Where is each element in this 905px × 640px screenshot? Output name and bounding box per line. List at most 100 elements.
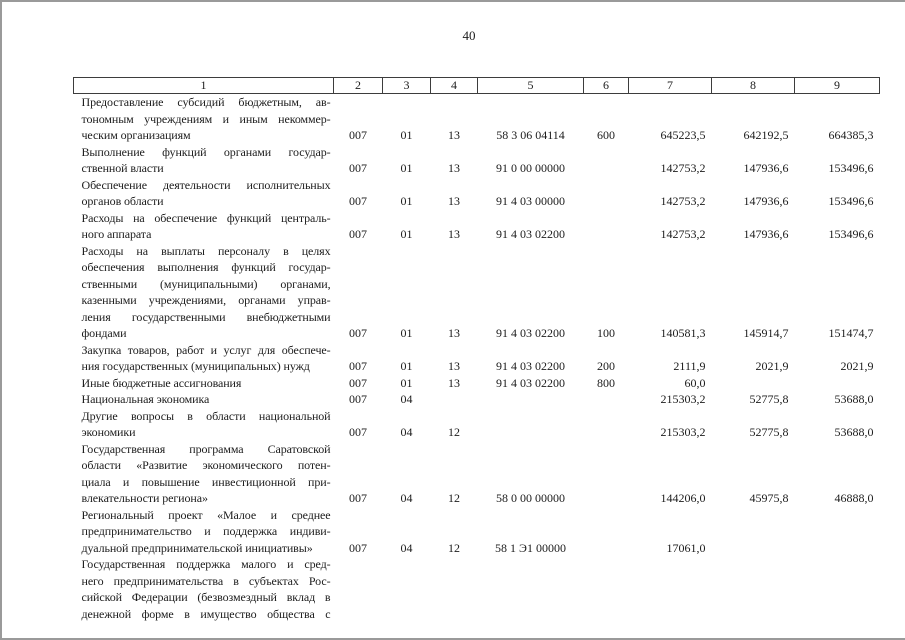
page-number: 40: [462, 28, 476, 43]
row-title-line: Обеспечение деятельности исполнительных: [81, 177, 331, 192]
row-title-cell: Государственная программа Саратовской обл…: [74, 441, 334, 507]
table-row: Иные бюджетные ассигнования 007 01 13 91 4 0…: [74, 375, 880, 392]
cell-col4: [431, 556, 478, 622]
row-title-cell: Закупка товаров, работ и услуг для обесп…: [74, 342, 334, 375]
cell-col7: 17061,0: [666, 540, 706, 555]
table-row: Государственная программа Саратовской обл…: [74, 441, 880, 507]
row-title-line: ственными (муниципальными) органами,: [81, 276, 331, 291]
row-title-cell: Иные бюджетные ассигнования: [74, 375, 334, 392]
row-title-line: казенными учреждениями, органами управ-: [81, 293, 331, 307]
cell-col8: 147936,6: [743, 161, 789, 175]
cell-col3: 01: [400, 359, 413, 373]
table-row: Региональный проект «Малое и среднее пред…: [74, 507, 880, 557]
cell-col5: 58 1 Э1 00000: [495, 540, 566, 555]
cell-col5: 58 0 00 00000: [496, 491, 565, 505]
cell-col2: 007: [349, 392, 367, 406]
row-title-line: денежной форме в имущество общества с: [81, 606, 331, 621]
cell-col9: [795, 556, 880, 622]
table-row: Расходы на выплаты персоналу в целях обес…: [74, 243, 880, 342]
cell-col5: 91 4 03 02200: [496, 375, 565, 390]
cell-col8: 52775,8: [749, 392, 789, 406]
header-col4: 4: [430, 77, 478, 94]
cell-col6: 200: [597, 359, 615, 373]
cell-col6: [584, 556, 629, 622]
cell-col5: 91 4 03 02200: [496, 326, 565, 340]
cell-col7: 142753,2: [660, 227, 706, 241]
row-title-line: Региональный проект «Малое и среднее: [81, 507, 331, 522]
cell-col3: 04: [400, 425, 413, 439]
cell-col3: 04: [400, 491, 413, 505]
cell-col8: 145914,7: [743, 326, 789, 340]
header-col5: 5: [477, 77, 584, 94]
cell-col5: 91 4 03 00000: [496, 194, 565, 208]
cell-col8: 147936,6: [743, 194, 789, 208]
cell-col8: 642192,5: [743, 128, 789, 142]
cell-col5: 91 4 03 02200: [496, 359, 565, 373]
header-col3: 3: [382, 77, 431, 94]
cell-col4: 13: [448, 161, 460, 175]
row-title-line: экономики: [81, 425, 136, 439]
row-title-cell: Обеспечение деятельности исполнительных о…: [74, 177, 334, 210]
table-row: Выполнение функций органами государ-стве…: [74, 144, 880, 177]
cell-col4: 13: [448, 326, 460, 340]
cell-col6: 600: [597, 128, 615, 142]
row-title-cell: Региональный проект «Малое и среднее пред…: [74, 507, 334, 557]
table-row: Предоставление субсидий бюджетным, ав-то…: [74, 94, 880, 144]
cell-col4: 12: [448, 540, 460, 555]
cell-col3: 01: [400, 161, 413, 175]
header-col2: 2: [333, 77, 383, 94]
cell-col8: 2021,9: [755, 359, 789, 373]
table-row: Расходы на обеспечение функций централь-…: [74, 210, 880, 243]
row-title-line: Другие вопросы в области национальной: [81, 408, 331, 423]
row-title-cell: Расходы на выплаты персоналу в целях обес…: [74, 243, 334, 342]
cell-col9: 53688,0: [834, 425, 874, 439]
table-header: 1 2 3 4 5 6 7 8 9: [73, 77, 880, 94]
row-title-line: Расходы на выплаты персоналу в целях: [81, 243, 331, 258]
cell-col2: 007: [349, 491, 367, 505]
row-title-line: Иные бюджетные ассигнования: [81, 375, 242, 390]
cell-col7: 142753,2: [660, 194, 706, 208]
cell-col2: 007: [349, 128, 367, 142]
cell-col9: 153496,6: [828, 161, 874, 175]
row-title-cell: Национальная экономика: [74, 391, 334, 408]
cell-col3: 01: [400, 375, 413, 390]
cell-col9: 151474,7: [828, 326, 874, 340]
row-title-line: дуальной предпринимательской инициативы»: [81, 540, 313, 555]
cell-col7: 215303,2: [660, 392, 706, 406]
row-title-line: ного аппарата: [81, 227, 152, 241]
cell-col9: 2021,9: [840, 359, 874, 373]
row-title-line: фондами: [81, 326, 127, 340]
cell-col9: 664385,3: [828, 128, 874, 142]
cell-col3: [383, 556, 431, 622]
row-title-cell: Другие вопросы в области национальной эко…: [74, 408, 334, 441]
cell-col4: 13: [448, 227, 460, 241]
table-row: Государственная поддержка малого и сред-…: [74, 556, 880, 622]
row-title-line: Закупка товаров, работ и услуг для обесп…: [81, 342, 331, 357]
cell-col6: 800: [597, 375, 615, 390]
row-title-line: органов области: [81, 194, 164, 208]
row-title-cell: Предоставление субсидий бюджетным, ав-то…: [74, 94, 334, 144]
cell-col5: [478, 391, 584, 408]
cell-col5: [478, 408, 584, 441]
cell-col7: 144206,0: [660, 491, 706, 505]
cell-col6: 100: [597, 326, 615, 340]
cell-col6: [584, 408, 629, 441]
header-col1: 1: [73, 77, 334, 94]
cell-col2: 007: [349, 194, 367, 208]
cell-col4: 13: [448, 375, 460, 390]
row-title-line: ственной власти: [81, 161, 164, 175]
cell-col8: 45975,8: [749, 491, 789, 505]
table-body: Предоставление субсидий бюджетным, ав-то…: [74, 94, 880, 623]
row-title-line: Государственная поддержка малого и сред-: [81, 557, 331, 571]
cell-col4: [431, 391, 478, 408]
cell-col2: 007: [349, 227, 367, 241]
cell-col7: 60,0: [684, 375, 706, 390]
cell-col4: 12: [448, 491, 460, 505]
cell-col3: 01: [400, 326, 413, 340]
row-title-line: сийской Федерации (безвозмездный вклад в: [81, 590, 331, 604]
cell-col5: 91 4 03 02200: [496, 227, 565, 241]
cell-col3: 01: [400, 227, 413, 241]
row-title-line: предпринимательство и поддержка индиви-: [81, 524, 331, 538]
row-title-line: области «Развитие экономического потен-: [81, 458, 331, 472]
cell-col6: [584, 144, 629, 177]
